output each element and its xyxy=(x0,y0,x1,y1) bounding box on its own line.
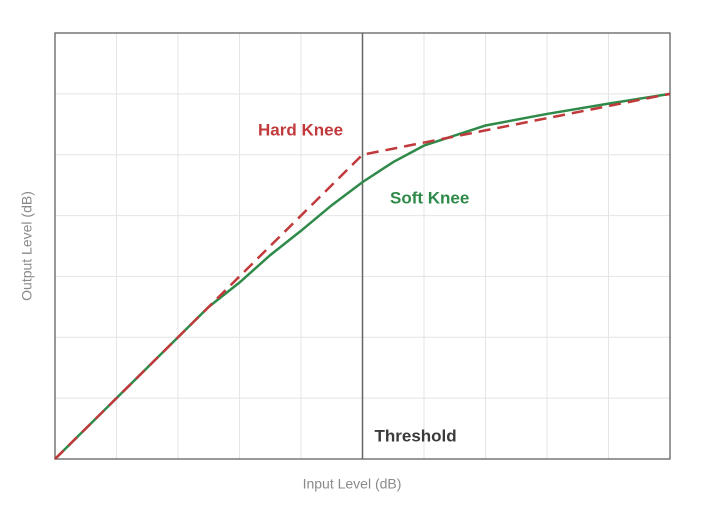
y-axis-label: Output Level (dB) xyxy=(19,191,35,301)
line-series xyxy=(54,92,671,460)
x-axis-label: Input Level (dB) xyxy=(303,476,402,492)
legend-label: Soft Knee xyxy=(390,188,469,207)
threshold-label: Threshold xyxy=(375,426,457,445)
line-series xyxy=(54,92,671,460)
legend-label: Hard Knee xyxy=(258,120,343,139)
